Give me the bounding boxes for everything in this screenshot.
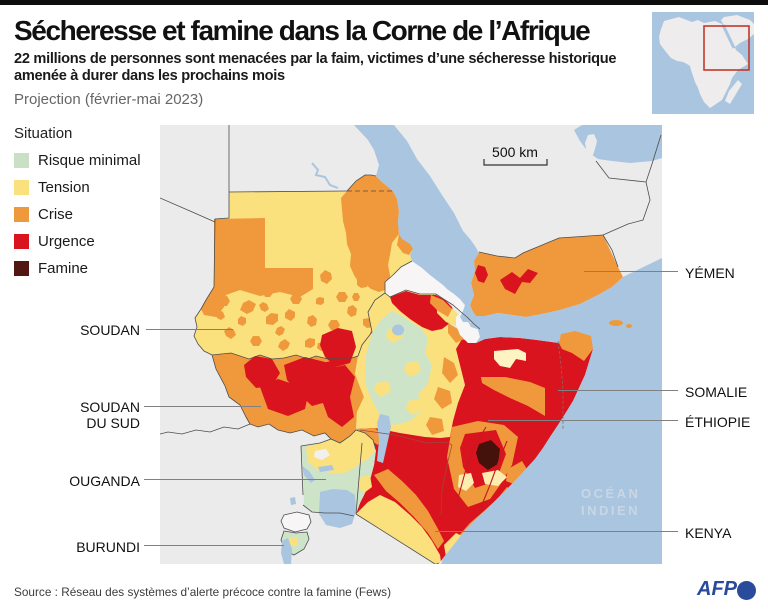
svg-text:500 km: 500 km <box>492 144 538 160</box>
